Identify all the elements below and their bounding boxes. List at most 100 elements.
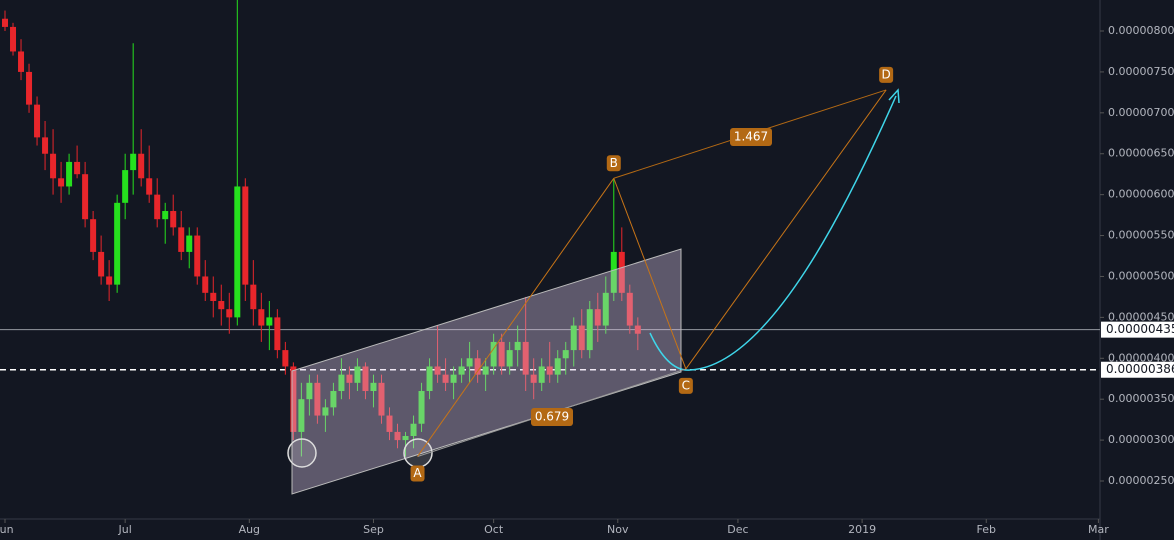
y-tick-label: 0.00000550 — [1108, 229, 1174, 242]
candle-body — [330, 391, 337, 408]
candle-body — [74, 161, 81, 175]
candle-body — [50, 153, 57, 179]
candle-body — [218, 301, 225, 310]
candle-body — [458, 366, 465, 375]
candle-body — [138, 153, 145, 179]
candle-body — [114, 202, 121, 285]
candle-body — [346, 374, 353, 383]
candle-body — [434, 366, 441, 375]
projection-curve — [649, 95, 897, 371]
price-label: 0.00000386 — [1106, 362, 1174, 376]
candle-body — [490, 341, 497, 367]
price-label-box — [1101, 321, 1174, 338]
y-tick-label: 0.00000650 — [1108, 147, 1174, 160]
candle-body — [378, 382, 385, 416]
candle-body — [578, 325, 585, 351]
candle-body — [234, 186, 241, 318]
x-tick-label: Sep — [363, 523, 384, 536]
x-tick-label: Aug — [239, 523, 260, 536]
point-label-box — [678, 377, 693, 394]
point-label-box — [606, 155, 621, 172]
price-axis: 0.00000250 0.00000300 0.00000350 0.00000400… — [1100, 24, 1174, 487]
candle-body — [274, 317, 281, 351]
candle-body — [82, 174, 89, 220]
candle-body — [370, 382, 377, 392]
candle-body — [306, 382, 313, 400]
candle-body — [586, 309, 593, 351]
x-tick-label: Dec — [727, 523, 748, 536]
y-tick-label: 0.00000350 — [1108, 392, 1174, 405]
candles — [2, 0, 641, 457]
candle-body — [354, 366, 361, 383]
candle-body — [98, 251, 105, 277]
y-tick-label: 0.00000450 — [1108, 310, 1174, 323]
candle-body — [442, 374, 449, 383]
candle-body — [498, 341, 505, 367]
y-tick-label: 0.00000750 — [1108, 65, 1174, 78]
point-label-box — [410, 465, 425, 482]
pattern-leg — [417, 177, 615, 457]
candle-body — [618, 251, 625, 293]
ratio-label: 1.467 — [734, 130, 768, 144]
candle-body — [226, 309, 233, 318]
candle-body — [202, 276, 209, 293]
candle-body — [242, 186, 249, 285]
projection-arrow — [888, 88, 900, 104]
candle-body — [66, 161, 73, 187]
candle-body — [418, 391, 425, 424]
point-label: C — [682, 378, 690, 392]
candle-body — [386, 415, 393, 432]
candle-body — [450, 374, 457, 383]
candle-body — [314, 382, 321, 416]
candle-body — [394, 431, 401, 441]
candle-body — [602, 292, 609, 326]
x-tick-label: Jul — [118, 523, 132, 536]
axes: Jun Jul Aug Sep Oct Nov Dec 2019 Feb Mar — [0, 0, 1109, 540]
candle-body — [530, 374, 537, 383]
candle-body — [146, 178, 153, 195]
candle-body — [258, 309, 265, 326]
highlight-circle — [287, 438, 317, 468]
candle-body — [474, 358, 481, 375]
candle-body — [106, 276, 113, 285]
candle-body — [194, 235, 201, 277]
x-tick-label: Mar — [1088, 523, 1109, 536]
y-tick-label: 0.00000700 — [1108, 106, 1174, 119]
y-tick-label: 0.00000300 — [1108, 433, 1174, 446]
candle-body — [42, 137, 49, 154]
candle-body — [554, 358, 561, 375]
candle-body — [482, 366, 489, 375]
candle-body — [506, 350, 513, 367]
candle-body — [298, 399, 305, 432]
candle-body — [626, 292, 633, 326]
price-label: 0.00000435 — [1106, 322, 1174, 336]
candle-body — [522, 341, 529, 375]
candle-body — [538, 366, 545, 383]
candle-body — [426, 366, 433, 392]
y-tick-label: 0.00000600 — [1108, 188, 1174, 201]
ratio-label: 0.679 — [535, 410, 569, 424]
candle-body — [10, 26, 17, 52]
x-tick-label: Jun — [0, 523, 14, 536]
candle-body — [178, 227, 185, 252]
candle-body — [562, 350, 569, 359]
candle-body — [546, 366, 553, 375]
candle-body — [290, 366, 297, 432]
candle-body — [90, 219, 97, 252]
candle-body — [610, 251, 617, 293]
point-label: D — [882, 67, 891, 81]
y-tick-label: 0.00000800 — [1108, 24, 1174, 37]
candle-body — [58, 178, 65, 187]
candle-body — [634, 325, 641, 334]
candle-body — [466, 358, 473, 367]
candle-body — [2, 18, 9, 27]
y-tick-label: 0.00000500 — [1108, 269, 1174, 282]
x-tick-label: Nov — [607, 523, 629, 536]
candle-body — [130, 153, 137, 171]
candle-body — [154, 194, 161, 220]
candle-body — [162, 211, 169, 220]
price-label-box — [1101, 361, 1174, 378]
candle-body — [402, 436, 409, 441]
x-tick-label: Feb — [977, 523, 996, 536]
